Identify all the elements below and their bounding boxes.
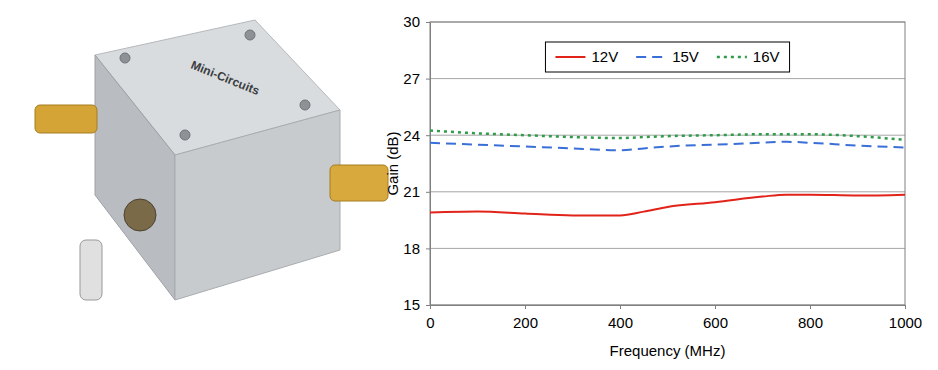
product-illustration: Mini-Circuits — [35, 20, 388, 300]
legend-item: 12V — [555, 48, 618, 65]
chart: 15 18 21 24 27 30 0 200 400 600 800 1000 Gain (dB) Fr… — [384, 13, 922, 359]
tick: 800 — [798, 305, 823, 331]
tick: 15 — [403, 296, 430, 313]
box-side — [175, 110, 340, 300]
plot-frame — [430, 22, 905, 305]
series-lines — [430, 130, 905, 215]
legend-swatch — [555, 56, 585, 58]
tick: 400 — [608, 305, 633, 331]
grid — [430, 22, 905, 305]
post — [80, 240, 102, 300]
tick-mark — [426, 135, 430, 136]
legend-label: 12V — [591, 48, 618, 65]
tick: 21 — [403, 183, 430, 200]
tick-mark — [715, 305, 716, 309]
connector — [35, 105, 97, 133]
terminal — [124, 199, 156, 231]
canvas: Mini-Circuits 15 18 21 24 27 30 0 200 400 600 800 10… — [0, 0, 938, 370]
legend-swatch — [636, 56, 666, 58]
tick-label: 0 — [426, 314, 434, 331]
legend-box — [545, 42, 789, 72]
tick-mark — [810, 305, 811, 309]
tick-label: 200 — [513, 314, 538, 331]
tick-label: 24 — [403, 127, 420, 144]
legend-item: 16V — [717, 48, 780, 65]
tick: 24 — [403, 127, 430, 144]
legend-swatch — [717, 56, 747, 59]
tick-label: 1000 — [889, 314, 922, 331]
screw — [300, 100, 310, 110]
tick-label: 15 — [403, 296, 420, 313]
legend: 12V 15V 16V — [545, 42, 789, 72]
screw — [120, 53, 130, 63]
tick: 27 — [403, 70, 430, 87]
tick-mark — [426, 22, 430, 23]
y-axis-title: Gain (dB) — [384, 131, 401, 195]
tick-mark — [620, 305, 621, 309]
grid-line — [430, 248, 905, 249]
tick-label: 800 — [798, 314, 823, 331]
series-line — [430, 130, 905, 139]
tick: 0 — [426, 305, 434, 331]
tick-label: 400 — [608, 314, 633, 331]
tick-label: 27 — [403, 70, 420, 87]
tick: 600 — [703, 305, 728, 331]
screw — [180, 130, 190, 140]
tick-mark — [426, 248, 430, 249]
tick: 1000 — [889, 305, 922, 331]
screw — [245, 30, 255, 40]
y-axis: 15 18 21 24 27 30 — [403, 13, 430, 313]
legend-label: 15V — [672, 48, 699, 65]
axis-line — [430, 23, 431, 306]
tick-mark — [426, 192, 430, 193]
tick-mark — [525, 305, 526, 309]
tick-label: 30 — [403, 13, 420, 30]
connector — [330, 165, 388, 201]
axis-line — [431, 305, 906, 306]
tick: 18 — [403, 240, 430, 257]
series-line — [430, 195, 905, 216]
tick-label: 600 — [703, 314, 728, 331]
tick-mark — [426, 305, 430, 306]
tick: 30 — [403, 13, 430, 30]
tick-mark — [426, 79, 430, 80]
x-axis: 0 200 400 600 800 1000 — [426, 305, 922, 331]
tick-mark — [905, 305, 906, 309]
grid-line — [430, 191, 905, 192]
legend-label: 16V — [753, 48, 780, 65]
tick: 200 — [513, 305, 538, 331]
series-line — [430, 142, 905, 150]
box-front — [95, 55, 175, 300]
tick-label: 18 — [403, 240, 420, 257]
legend-item: 15V — [636, 48, 699, 65]
x-axis-title: Frequency (MHz) — [610, 342, 726, 359]
grid-line — [430, 78, 905, 79]
product-label: Mini-Circuits — [189, 58, 262, 98]
tick-mark — [430, 305, 431, 309]
tick-label: 21 — [403, 183, 420, 200]
